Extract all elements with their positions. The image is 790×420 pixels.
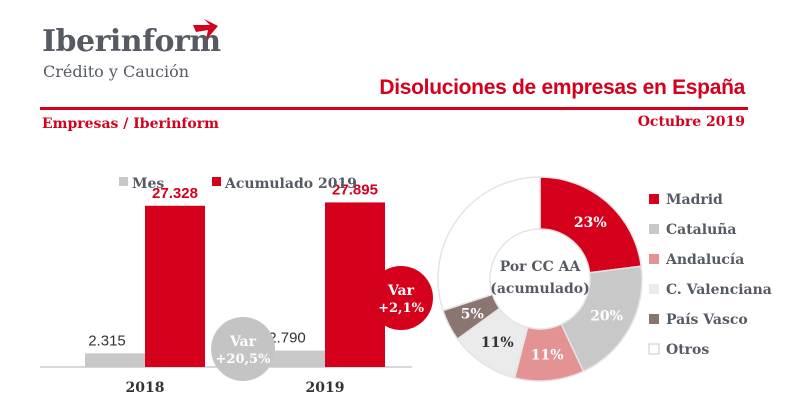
legend-swatch-otros (648, 343, 660, 355)
legend-label-andaluc-a: Andalucía (665, 252, 744, 268)
variation-badge-mes-line1: Var (229, 334, 257, 350)
data-label-acumulado-2019: 27.895 (332, 181, 378, 198)
donut-chart: 23% 20% 11% 11% 5% Por CC AA (acumulado) Madrid… (437, 176, 772, 382)
legend-item-acumulado-swatch (212, 177, 221, 186)
slice-label-andaluc-a: 11% (531, 348, 564, 364)
slice-otros (437, 176, 541, 312)
title-divider (40, 107, 748, 110)
legend-item-mes-label: Mes (132, 176, 164, 192)
legend-item-acumulado-label: Acumulado 2019 (224, 176, 357, 192)
legend-label-madrid: Madrid (666, 192, 723, 208)
legend-label-otros: Otros (666, 342, 709, 358)
bar-mes-2018 (85, 353, 145, 367)
variation-badge-acumulado-line2: +2,1% (378, 301, 425, 316)
legend-swatch-c-valenciana (649, 284, 659, 294)
bar-mes-2019 (265, 350, 325, 367)
x-tick-label-2018: 2018 (126, 380, 165, 396)
data-label-mes-2018: 2.315 (88, 332, 126, 349)
variation-badge-mes-line2: +20,5% (216, 352, 272, 367)
slice-label-pa-s-vasco: 5% (461, 307, 484, 323)
slice-catalu-a (560, 265, 643, 373)
legend-label-catalu-a: Cataluña (666, 221, 737, 238)
legend-label-c-valenciana: C. Valenciana (666, 282, 772, 298)
legend-swatch-madrid (649, 194, 659, 204)
slice-label-c-valenciana: 11% (481, 335, 514, 351)
variation-badge-acumulado-circle (369, 266, 433, 330)
bar-acumulado-2018 (145, 205, 205, 367)
slice-label-catalu-a: 20% (590, 309, 623, 325)
legend-item-mes-swatch (119, 177, 128, 186)
legend-swatch-andaluc-a (649, 254, 659, 264)
slice-label-madrid: 23% (574, 215, 607, 231)
variation-badge-acumulado-line1: Var (387, 283, 415, 299)
legend-swatch-pa-s-vasco (649, 314, 659, 324)
page-title: Disoluciones de empresas en España (379, 76, 745, 99)
donut-center-label-1: Por CC AA (500, 259, 582, 275)
data-label-acumulado-2018: 27.328 (152, 185, 198, 202)
legend-label-pa-s-vasco: País Vasco (666, 312, 748, 328)
period-label: Octubre 2019 (637, 114, 745, 130)
x-tick-label-2019: 2019 (306, 380, 345, 396)
logo-name: Iberinform (42, 24, 221, 59)
variation-badge-mes-circle (211, 317, 275, 381)
source-label: Empresas / Iberinform (42, 116, 219, 132)
slice-madrid (539, 176, 643, 274)
legend-swatch-catalu-a (649, 224, 659, 234)
data-label-mes-2019: 2.790 (268, 330, 306, 347)
logo-tagline: Crédito y Caución (43, 62, 190, 81)
logo-arrow-icon (193, 19, 218, 40)
bar-chart: 2.315 2.790 27.328 27.895 2018 2019 Mes Acumula… (40, 176, 433, 396)
donut-center-label-2: (acumulado) (490, 281, 590, 297)
